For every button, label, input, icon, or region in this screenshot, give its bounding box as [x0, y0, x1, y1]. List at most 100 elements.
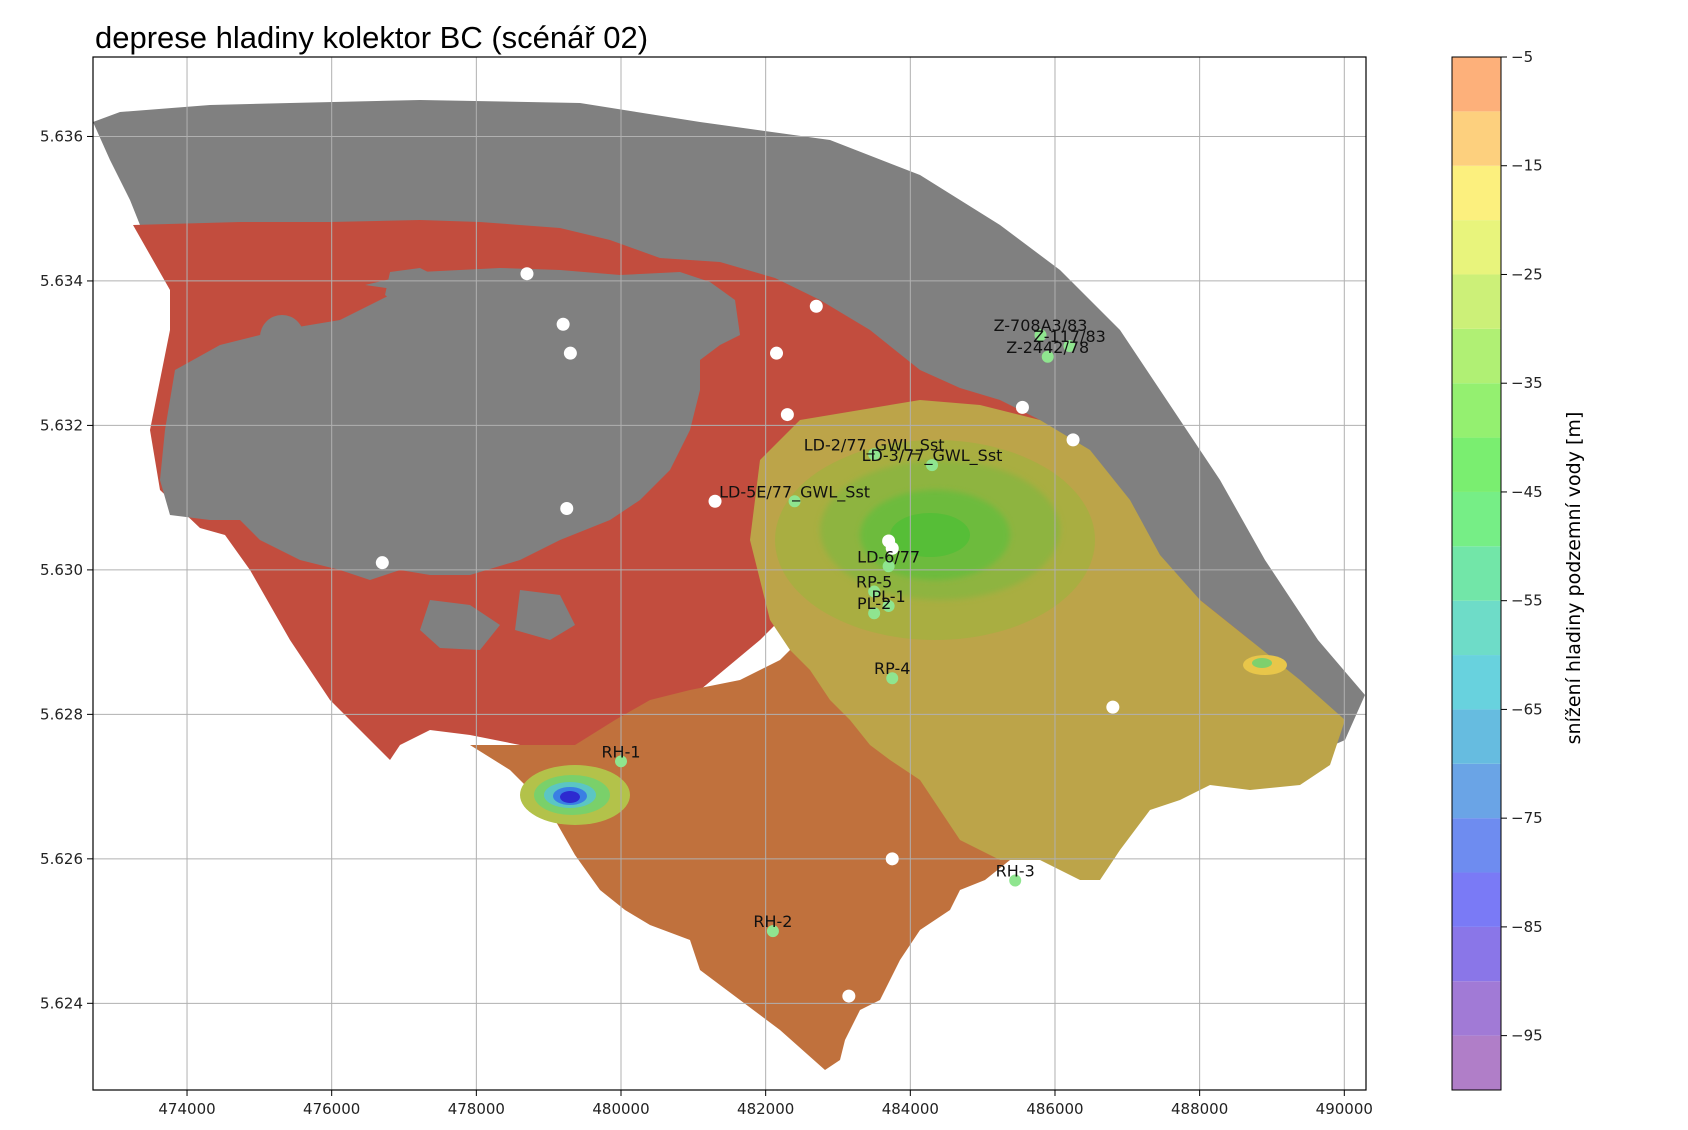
colorbar-tick-label-0: −5	[1511, 48, 1533, 66]
y-tick-label-6: 5.636	[40, 127, 83, 145]
well-label-6: LD-6/77	[857, 547, 920, 566]
colorbar-tick-label-3: −35	[1511, 374, 1543, 392]
colorbar-band-18	[1452, 57, 1501, 112]
cone-rh1	[520, 765, 630, 825]
colorbar-band-13	[1452, 328, 1501, 384]
x-tick-label-7: 488000	[1171, 1100, 1228, 1118]
colorbar-frame	[1451, 56, 1502, 1091]
well-label-11: RH-1	[601, 742, 640, 761]
colorbar-tick-label-6: −65	[1511, 700, 1543, 718]
colorbar-band-6	[1452, 709, 1501, 764]
well-point-8	[560, 501, 574, 515]
x-tick-label-1: 476000	[303, 1100, 360, 1118]
y-tick-label-3: 5.630	[40, 561, 83, 579]
colorbar-band-14	[1452, 274, 1501, 329]
well-label-5: LD-5E/77_GWL_Sst	[719, 482, 870, 502]
colorbar-band-1	[1452, 981, 1501, 1036]
well-point-15	[842, 989, 856, 1003]
well-label-10: RP-4	[874, 659, 910, 678]
colorbar-tick-label-1: −15	[1511, 157, 1543, 175]
axes-frame	[92, 56, 1367, 1091]
chart-title: deprese hladiny kolektor BC (scénář 02)	[95, 20, 648, 55]
well-label-4: LD-3/77_GWL_Sst	[862, 446, 1003, 466]
well-label-0: Z-708A3/83	[994, 316, 1088, 335]
well-point-13	[1106, 700, 1120, 714]
labeled-well-point-10	[886, 672, 899, 685]
inactive-zone	[93, 100, 1365, 760]
well-label-7: RP-5	[856, 573, 892, 592]
labeled-well-point-2	[1041, 350, 1054, 363]
x-tick-label-3: 480000	[592, 1100, 649, 1118]
colorbar-band-0	[1452, 1035, 1501, 1090]
x-tick-label-0: 474000	[158, 1100, 215, 1118]
well-point-7	[1066, 433, 1080, 447]
x-tick-label-4: 482000	[737, 1100, 794, 1118]
colorbar-band-7	[1452, 655, 1501, 710]
colorbar-band-10	[1452, 491, 1501, 547]
labeled-well-point-4	[926, 459, 939, 472]
labeled-well-point-1	[1063, 339, 1076, 352]
well-label-9: PL-2	[857, 594, 891, 613]
labeled-well-point-6	[882, 560, 895, 573]
well-point-5	[780, 408, 794, 422]
labeled-well-point-13	[1009, 874, 1022, 887]
labeled-well-point-7	[868, 585, 881, 598]
x-tick-label-5: 484000	[882, 1100, 939, 1118]
well-point-1	[556, 317, 570, 331]
wells: Z-708A3/83Z-117/83Z-2442/78 LD-2/77_GWL_S…	[375, 267, 1120, 1003]
y-tick-label-1: 5.626	[40, 850, 83, 868]
well-label-1: Z-117/83	[1033, 327, 1106, 346]
labeled-well-point-12	[766, 925, 779, 938]
x-tick-label-8: 490000	[1316, 1100, 1373, 1118]
colorbar-label: snížení hladiny podzemní vody [m]	[1563, 412, 1585, 745]
well-point-14	[885, 852, 899, 866]
colorbar-tick-label-8: −85	[1511, 918, 1543, 936]
well-label-8: PL-1	[872, 587, 906, 606]
labeled-well-point-11	[615, 755, 628, 768]
y-tick-label-4: 5.632	[40, 416, 83, 434]
colorbar-band-2	[1452, 926, 1501, 982]
colorbar-band-15	[1452, 220, 1501, 275]
colorbar-band-17	[1452, 111, 1501, 166]
labeled-well-point-3	[868, 448, 881, 461]
spot-se	[1243, 655, 1287, 675]
colorbar-band-8	[1452, 600, 1501, 656]
colorbar-band-3	[1452, 872, 1501, 927]
well-point-9	[375, 556, 389, 570]
well-point-12	[885, 541, 899, 555]
labeled-well-point-0	[1034, 329, 1047, 342]
colorbar-tick-label-2: −25	[1511, 265, 1543, 283]
colorbar-tick-label-4: −45	[1511, 483, 1543, 501]
well-label-2: Z-2442/78	[1006, 338, 1089, 357]
well-point-3	[809, 299, 823, 313]
colorbar-band-4	[1452, 818, 1501, 873]
y-tick-label-5: 5.634	[40, 272, 83, 290]
well-point-4	[770, 346, 784, 360]
x-tick-label-6: 486000	[1026, 1100, 1083, 1118]
colorbar-tick-label-9: −95	[1511, 1027, 1543, 1045]
y-tick-label-0: 5.624	[40, 994, 83, 1012]
colorbar-band-12	[1452, 383, 1501, 438]
labeled-well-point-5	[788, 495, 801, 508]
y-axis: 5.624 5.626 5.628 5.630 5.632 5.634 5.636	[40, 127, 93, 1012]
colorbar: −5 −15 −25 −35 −45 −55 −65 −75 −85 −95	[1451, 48, 1543, 1091]
well-point-2	[563, 346, 577, 360]
colorbar-band-11	[1452, 437, 1501, 492]
well-label-13: RH-3	[996, 862, 1035, 881]
grid	[93, 57, 1366, 1090]
x-axis: 474000 476000 478000 480000 482000 484000 4860…	[158, 1090, 1373, 1118]
colorbar-tick-label-7: −75	[1511, 809, 1543, 827]
map-raster	[93, 100, 1365, 1070]
colorbar-band-16	[1452, 165, 1501, 221]
labeled-well-point-8	[882, 600, 895, 613]
well-point-0	[520, 267, 534, 281]
y-tick-label-2: 5.628	[40, 705, 83, 723]
well-point-6	[1015, 400, 1029, 414]
labeled-well-point-9	[868, 607, 881, 620]
colorbar-band-9	[1452, 546, 1501, 601]
well-label-12: RH-2	[753, 912, 792, 931]
colorbar-band-5	[1452, 763, 1501, 819]
well-point-10	[708, 494, 722, 508]
x-tick-label-2: 478000	[448, 1100, 505, 1118]
